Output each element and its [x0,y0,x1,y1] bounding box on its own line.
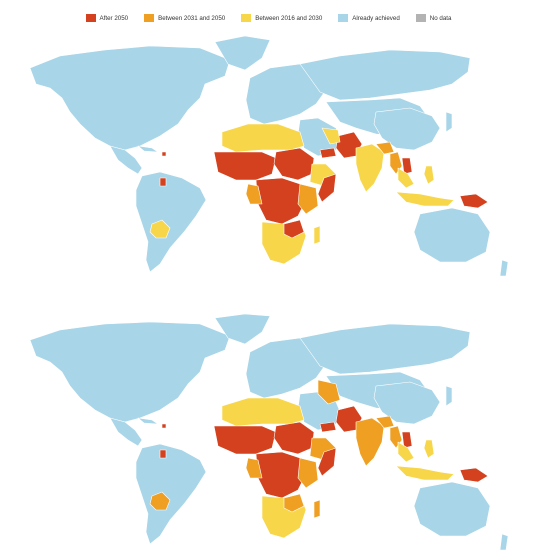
legend-label-no-data: No data [429,14,452,22]
north-america [29,321,231,423]
west-africa [213,425,277,455]
gabon-congo [245,183,263,205]
australia [413,207,491,263]
cuba [137,417,159,425]
china [373,381,441,425]
legend-swatch-after-2050 [85,14,96,22]
somalia [317,173,337,203]
legend-swatch-2016-2030 [241,14,252,22]
legend-item-already-achieved: Already achieved [338,14,400,22]
png [459,467,489,483]
legend-item-no-data: No data [415,14,452,22]
world-map-bottom [0,314,537,560]
legend-swatch-already-achieved [338,14,349,22]
haiti [161,151,167,157]
europe [245,63,327,125]
vietnam-thailand [397,167,415,189]
india [355,417,385,467]
gabon-congo [245,457,263,479]
china [373,107,441,151]
nepal-bangladesh [375,141,395,155]
laos-cambodia [401,431,413,449]
central-africa [255,451,307,499]
guyana [159,449,167,459]
legend-item-after-2050: After 2050 [85,14,129,22]
png [459,193,489,209]
new-zealand [499,533,509,551]
south-america [135,171,207,273]
vietnam-thailand [397,441,415,463]
nepal-bangladesh [375,415,395,429]
greenland [214,314,271,345]
east-africa [297,457,319,489]
madagascar [313,225,321,245]
zambia-mozambique [283,493,305,513]
bolivia [149,219,171,239]
sahel-east [273,147,315,181]
philippines [423,439,435,459]
somalia [317,447,337,477]
legend-label-2031-2050: Between 2031 and 2050 [158,14,226,22]
legend-swatch-2031-2050 [144,14,155,22]
laos-cambodia [401,157,413,175]
japan [445,385,453,407]
legend-label-already-achieved: Already achieved [352,14,400,22]
east-africa [297,183,319,215]
yemen [319,147,337,159]
world-map-top-svg [29,35,509,277]
legend-label-2016-2030: Between 2016 and 2030 [255,14,323,22]
legend-item-2031-2050: Between 2031 and 2050 [144,14,225,22]
central-america [109,145,143,175]
new-zealand [499,259,509,277]
russia [299,49,471,101]
madagascar [313,499,321,519]
central-america [109,417,143,447]
europe [245,337,327,399]
japan [445,111,453,133]
world-map-bottom-svg [29,314,509,551]
guyana [159,177,167,187]
legend-label-after-2050: After 2050 [99,14,129,22]
india [355,143,385,193]
iran [321,127,341,145]
north-america [29,45,231,151]
south-america [135,443,207,545]
central-africa [255,177,307,225]
zambia-mozambique [283,219,305,239]
russia [299,323,471,375]
map-legend: After 2050 Between 2031 and 2050 Between… [0,14,537,22]
haiti [161,423,167,429]
north-africa [221,397,305,427]
philippines [423,165,435,185]
yemen [319,421,337,433]
world-map-top [0,28,537,290]
indonesia [395,191,455,207]
legend-item-2016-2030: Between 2016 and 2030 [241,14,322,22]
iran-region [317,379,341,405]
legend-swatch-no-data [415,14,426,22]
sahel-east [273,421,315,455]
indonesia [395,465,455,481]
greenland [214,35,271,71]
north-africa [221,123,305,153]
west-africa [213,151,277,181]
bolivia [149,491,171,511]
cuba [137,145,159,153]
australia [413,481,491,537]
